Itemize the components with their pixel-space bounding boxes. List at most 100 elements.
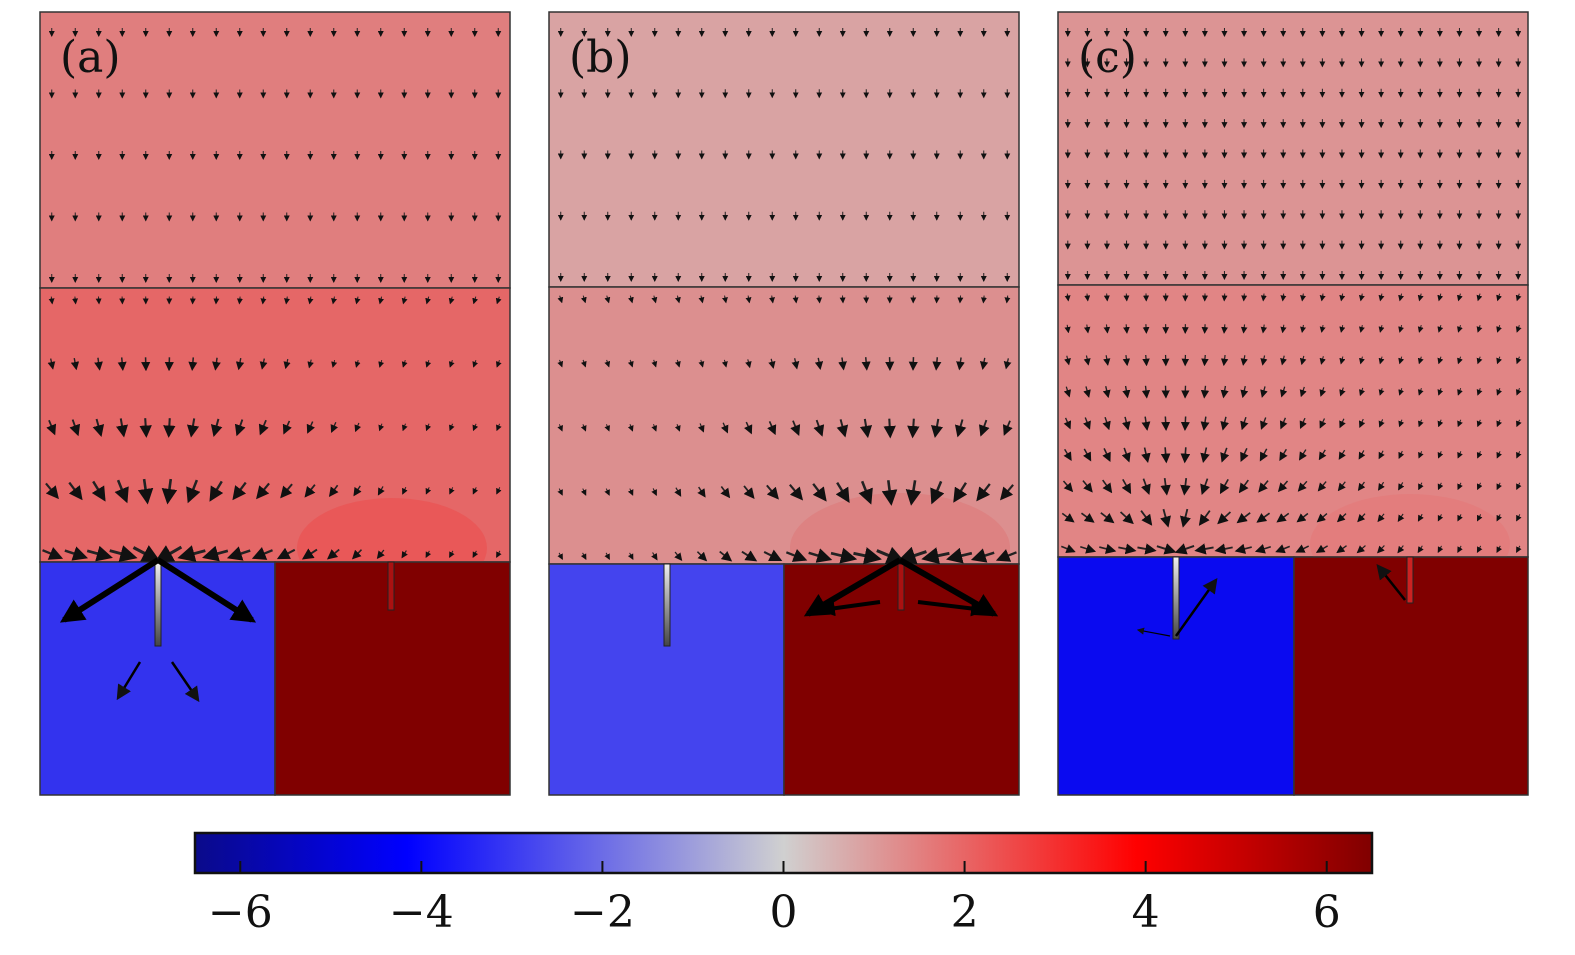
field-arrow [354,359,361,368]
field-arrow [1377,545,1385,554]
field-arrow [1122,385,1131,399]
field-arrow [1214,543,1233,555]
field-arrow [995,549,1017,562]
panel-b-top-layer [548,11,1020,288]
field-arrow [1140,510,1153,526]
field-arrow [580,295,587,304]
field-arrow [109,545,138,562]
field-arrow [1358,293,1365,302]
field-arrow [1122,416,1131,431]
field-arrow [1276,512,1290,523]
field-arrow [1121,447,1131,463]
panel-c-mid-layer [1057,284,1529,558]
field-arrow [1198,510,1211,526]
field-arrow [557,295,564,304]
field-arrow [1299,386,1307,398]
field-arrow [722,295,728,304]
field-arrow [1457,388,1463,396]
field-arrow [1121,478,1132,495]
field-arrow [331,296,337,305]
field-arrow [604,359,611,368]
field-arrow [1080,512,1095,523]
field-arrow [557,424,563,432]
field-arrow [1236,512,1251,524]
field-arrow [1080,544,1097,554]
field-arrow [91,480,106,502]
field-arrow [1123,324,1130,334]
field-arrow [1064,324,1071,334]
field-arrow [94,357,103,371]
field-arrow [1103,293,1110,302]
colorbar-ticks: −6 −4 −2 0 2 4 6 [208,861,1341,938]
field-arrow [1476,325,1483,333]
field-arrow [1141,416,1151,431]
field-arrow [1357,481,1366,492]
field-arrow [1318,449,1327,461]
field-arrow [45,482,59,500]
field-arrow [283,358,291,370]
field-arrow [1358,324,1365,333]
field-arrow [627,295,634,304]
field-arrow [449,550,455,558]
field-arrow [1378,419,1385,428]
field-arrow [425,360,432,368]
field-arrow [1240,416,1249,431]
field-arrow [425,296,432,305]
panel-a-big-arrows [59,557,257,703]
field-arrow [1398,388,1405,396]
field-arrow [1300,324,1307,334]
field-arrow [627,552,634,560]
field-arrow [234,419,246,437]
panel-a-right-electrode [387,561,395,611]
field-arrow [186,418,200,438]
colorbar-tick-label: 0 [770,887,798,938]
panel-c-left-electrode [1172,556,1180,640]
colorbar-tick-label: −2 [570,887,635,938]
field-arrow [1103,355,1111,366]
panel-a-label: (a) [60,32,121,83]
field-arrow [719,550,733,562]
field-arrow [260,296,267,305]
field-arrow [1259,448,1269,462]
field-arrow [1317,481,1327,492]
field-arrow [1496,545,1502,553]
field-arrow [1337,481,1346,492]
field-arrow [1398,356,1405,365]
field-arrow [1516,545,1522,553]
field-arrow [1174,543,1195,555]
field-arrow [1221,324,1228,334]
field-arrow [580,552,587,560]
field-arrow [1457,451,1463,459]
field-arrow [1238,479,1249,494]
field-arrow [853,547,882,565]
field-arrow [139,418,152,438]
field-arrow [1378,481,1385,491]
field-arrow [741,550,758,562]
field-arrow [1437,419,1444,428]
field-arrow [276,547,296,560]
field-arrow [1515,325,1522,333]
field-arrow [1457,293,1463,302]
field-arrow [1141,447,1151,464]
field-arrow [495,296,502,305]
field-arrow [1378,324,1385,333]
field-arrow [674,295,681,304]
field-arrow [557,488,563,496]
field-arrow [258,419,269,436]
field-arrow [1156,543,1177,555]
field-arrow [1201,354,1209,367]
field-arrow [1118,543,1137,555]
field-arrow [46,419,57,436]
field-arrow [304,484,316,498]
field-arrow [209,480,224,502]
field-arrow [1062,480,1074,493]
field-arrow [1378,450,1385,460]
field-arrow [1516,419,1522,428]
field-arrow [970,548,995,563]
field-arrow [1240,355,1248,366]
field-arrow [1417,324,1424,333]
panel-c-big-arrows [1136,564,1406,637]
field-arrow [1003,358,1012,370]
field-arrow [1476,388,1483,396]
